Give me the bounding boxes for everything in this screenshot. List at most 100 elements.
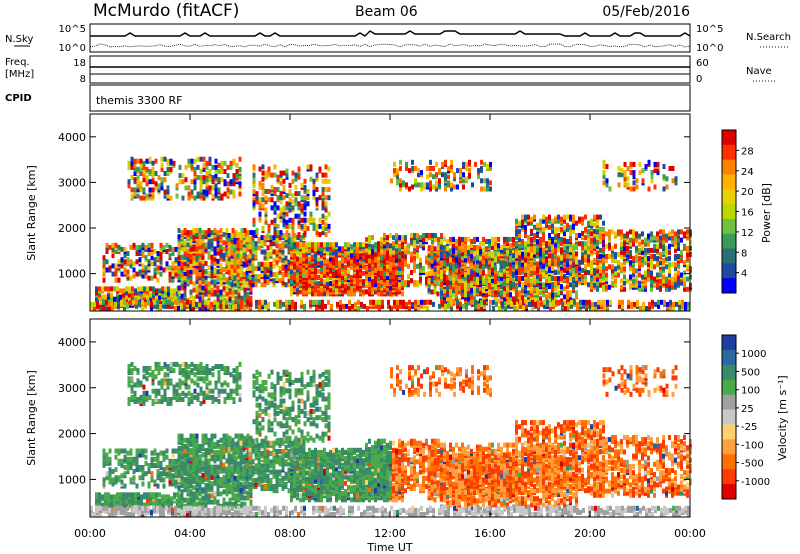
heatmap-cell	[329, 242, 332, 248]
heatmap-cell	[219, 281, 223, 287]
heatmap-cell	[159, 259, 163, 265]
heatmap-cell	[533, 257, 536, 263]
heatmap-cell	[258, 180, 262, 186]
heatmap-cell	[475, 264, 479, 270]
heatmap-cell	[512, 236, 515, 242]
heatmap-cell	[635, 245, 638, 251]
heatmap-cell	[440, 298, 443, 304]
heatmap-cell	[252, 201, 256, 207]
heatmap-cell	[389, 243, 392, 249]
heatmap-cell	[154, 185, 158, 191]
heatmap-cell	[632, 229, 635, 235]
heatmap-cell	[254, 253, 258, 259]
heatmap-cell	[449, 257, 452, 263]
heatmap-cell	[446, 265, 449, 271]
heatmap-cell	[228, 289, 232, 295]
heatmap-cell	[254, 274, 258, 280]
heatmap-cell	[296, 260, 299, 266]
heatmap-cell	[145, 175, 149, 181]
heatmap-cell	[258, 215, 262, 221]
nave-tick-bottom: 0	[696, 74, 702, 85]
heatmap-cell	[446, 280, 449, 285]
heatmap-cell	[192, 269, 196, 275]
heatmap-cell	[116, 286, 119, 292]
heatmap-cell	[193, 195, 197, 201]
heatmap-cell	[491, 278, 494, 283]
heatmap-cell	[264, 199, 268, 205]
heatmap-cell	[309, 211, 313, 217]
heatmap-cell	[548, 253, 551, 259]
heatmap-cell	[380, 291, 383, 297]
heatmap-cell	[443, 236, 446, 242]
heatmap-cell	[248, 280, 252, 286]
heatmap-cell	[204, 230, 208, 236]
heatmap-cell	[399, 159, 402, 165]
heatmap-cell	[419, 257, 422, 263]
heatmap-cell	[488, 259, 491, 265]
heatmap-cell	[227, 249, 231, 255]
heatmap-cell	[180, 301, 184, 307]
heatmap-cell	[638, 233, 641, 239]
heatmap-cell	[590, 260, 593, 266]
heatmap-cell	[638, 280, 641, 286]
heatmap-cell	[246, 230, 250, 236]
heatmap-cell	[470, 261, 473, 267]
heatmap-cell	[482, 241, 485, 246]
heatmap-cell	[458, 245, 461, 251]
heatmap-cell	[132, 267, 136, 273]
heatmap-cell	[234, 236, 238, 242]
heatmap-cell	[417, 182, 420, 188]
heatmap-cell	[548, 292, 551, 298]
heatmap-cell	[135, 271, 139, 277]
heatmap-cell	[98, 286, 101, 292]
heatmap-cell	[524, 286, 527, 292]
heatmap-cell	[395, 239, 398, 245]
heatmap-cell	[566, 222, 569, 228]
heatmap-cell	[386, 243, 389, 249]
heatmap-cell	[249, 295, 253, 301]
heatmap-cell	[282, 170, 286, 176]
heatmap-cell	[230, 267, 234, 273]
heatmap-cell	[436, 268, 440, 274]
heatmap-cell	[299, 250, 302, 256]
heatmap-cell	[327, 228, 331, 233]
heatmap-cell	[575, 290, 578, 296]
heatmap-cell	[393, 168, 396, 174]
heatmap-cell	[299, 241, 303, 247]
heatmap-cell	[545, 274, 548, 280]
heatmap-cell	[451, 260, 455, 266]
heatmap-cell	[214, 173, 218, 179]
heatmap-cell	[324, 226, 328, 231]
heatmap-cell	[494, 236, 497, 242]
heatmap-cell	[107, 286, 110, 292]
heatmap-cell	[210, 238, 214, 244]
heatmap-cell	[656, 243, 659, 249]
heatmap-cell	[347, 281, 350, 287]
heatmap-cell	[353, 242, 356, 248]
heatmap-cell	[300, 182, 304, 188]
heatmap-cell	[305, 289, 308, 295]
heatmap-cell	[486, 182, 489, 188]
heatmap-cell	[148, 179, 152, 185]
heatmap-cell	[110, 300, 113, 306]
heatmap-cell	[506, 249, 509, 255]
heatmap-cell	[473, 236, 476, 242]
heatmap-cell	[302, 242, 305, 248]
heatmap-cell	[430, 262, 434, 268]
heatmap-cell	[282, 221, 286, 227]
heatmap-cell	[413, 255, 416, 261]
heatmap-cell	[129, 263, 133, 269]
heatmap-cell	[130, 156, 134, 162]
heatmap-cell	[210, 291, 214, 297]
heatmap-cell	[110, 296, 113, 302]
heatmap-cell	[536, 261, 539, 267]
heatmap-cell	[398, 261, 401, 267]
heatmap-cell	[473, 290, 476, 296]
heatmap-cell	[186, 248, 190, 254]
heatmap-cell	[440, 259, 443, 265]
heatmap-cell	[263, 249, 267, 255]
heatmap-cell	[327, 211, 331, 217]
heatmap-cell	[362, 242, 365, 248]
heatmap-cell	[545, 257, 548, 263]
cpid-strip	[89, 84, 691, 112]
